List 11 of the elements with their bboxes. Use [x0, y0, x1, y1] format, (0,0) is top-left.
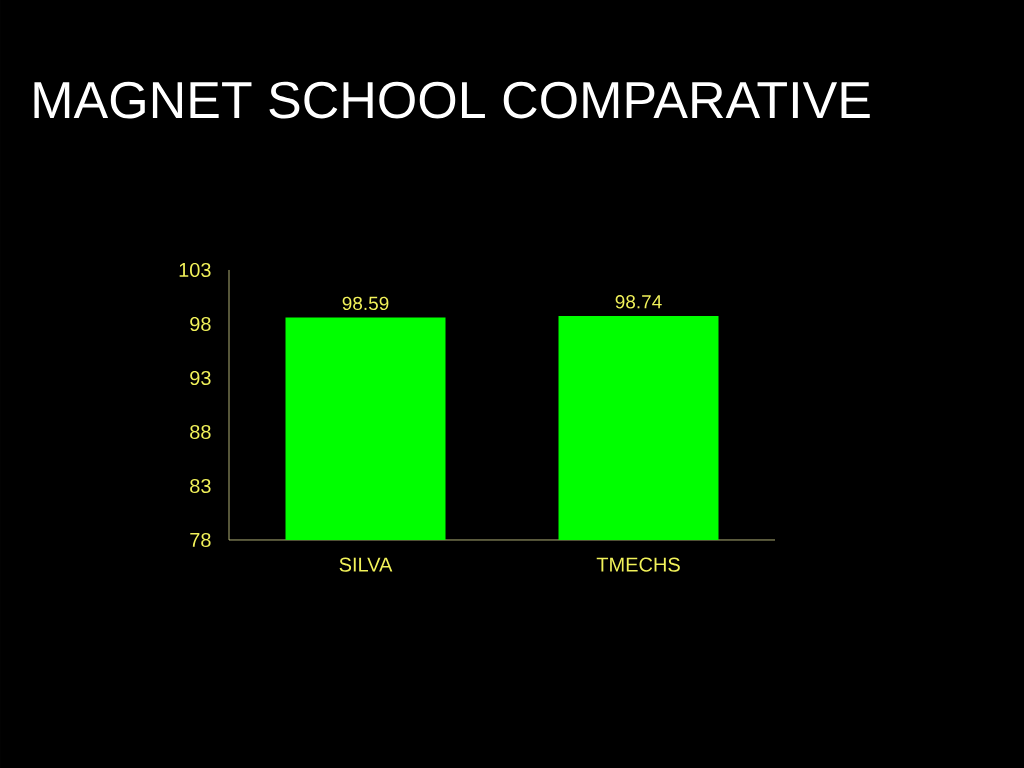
- x-tick-label: SILVA: [339, 557, 393, 572]
- y-tick-label: 78: [190, 532, 211, 548]
- y-tick-label: 93: [190, 370, 211, 386]
- y-tick-label: 103: [179, 262, 211, 278]
- y-tick-label: 88: [190, 424, 211, 440]
- x-tick-label: TMECHS: [596, 557, 680, 572]
- y-tick-label: 83: [190, 478, 211, 494]
- data-label: 98.74: [615, 295, 662, 309]
- data-label: 98.59: [342, 296, 389, 311]
- chart-title: MAGNET SCHOOL COMPARATIVE: [34, 81, 870, 119]
- y-tick-label: 98: [190, 316, 211, 332]
